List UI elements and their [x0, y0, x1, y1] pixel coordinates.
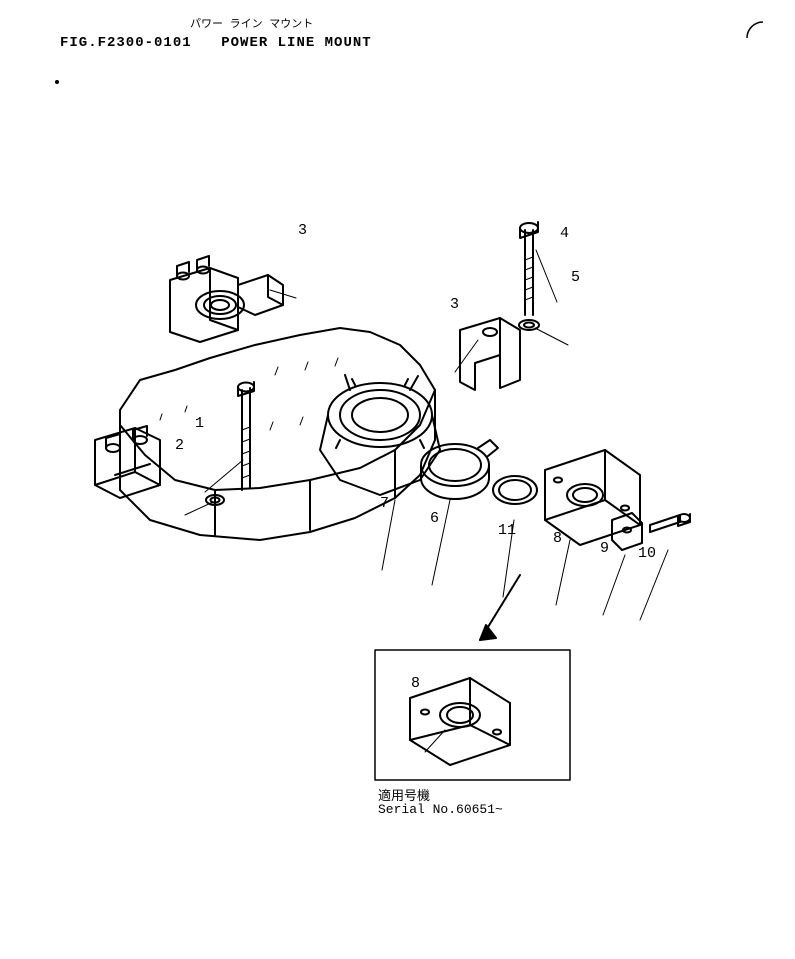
corner-arc-icon — [745, 20, 765, 40]
callout-11: 11 — [498, 522, 516, 539]
callout-3b: 3 — [450, 296, 459, 313]
japanese-subtitle: パワー ライン マウント — [190, 15, 372, 31]
callout-5: 5 — [571, 269, 580, 286]
callout-9: 9 — [600, 540, 609, 557]
figure-code: FIG.F2300-0101 — [60, 35, 192, 51]
callout-8a: 8 — [553, 530, 562, 547]
callout-10: 10 — [638, 545, 656, 562]
callout-2: 2 — [175, 437, 184, 454]
callout-7: 7 — [380, 495, 389, 512]
header-block: パワー ライン マウント FIG.F2300-0101 POWER LINE M… — [60, 15, 372, 51]
serial-en: Serial No.60651~ — [378, 802, 503, 817]
callout-8b: 8 — [411, 675, 420, 692]
callout-1: 1 — [195, 415, 204, 432]
callout-3a: 3 — [298, 222, 307, 239]
figure-title: POWER LINE MOUNT — [221, 35, 371, 51]
callout-6: 6 — [430, 510, 439, 527]
callout-4: 4 — [560, 225, 569, 242]
